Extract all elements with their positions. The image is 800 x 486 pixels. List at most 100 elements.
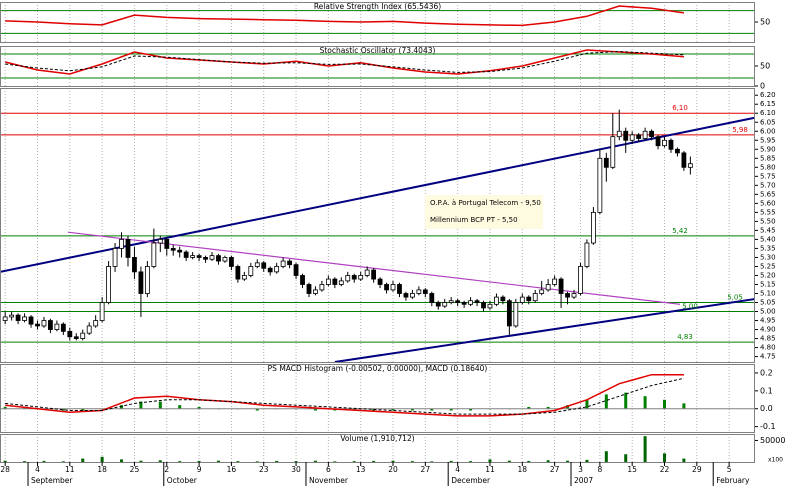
y-tick-label: 4.80 (760, 344, 776, 352)
y-tick-label: 0.2 (760, 368, 773, 377)
x-tick-label: 6 (326, 465, 331, 474)
candle-body (280, 260, 286, 267)
candle-body (649, 130, 654, 138)
candle-body (429, 293, 435, 303)
candle-body (151, 242, 157, 267)
x-tick-label: 16 (227, 465, 237, 474)
candle-body (229, 257, 234, 267)
bar (585, 459, 589, 462)
candle-body (254, 262, 260, 267)
candle-body (235, 266, 241, 280)
bar (158, 460, 162, 462)
candle-body (616, 130, 622, 138)
y-tick-label: 5.95 (760, 136, 776, 144)
candle-body (22, 316, 27, 321)
candle-body (209, 255, 215, 260)
bar (197, 460, 201, 462)
plot-area (0, 2, 755, 42)
candle-body (86, 325, 92, 334)
candle-body (474, 300, 480, 303)
y-tick-label: 5.20 (760, 271, 776, 279)
bar (372, 460, 376, 462)
bar (410, 461, 414, 462)
candle-body (345, 275, 351, 282)
candle-body (54, 323, 60, 330)
bar (566, 460, 570, 462)
candle-body (675, 148, 680, 154)
level-label: 5,00 (682, 303, 698, 311)
y-tick-label: 5.90 (760, 145, 776, 153)
y-tick-label: 5.35 (760, 244, 776, 252)
candle-body (15, 314, 21, 321)
y-tick-label: 5.55 (760, 208, 776, 216)
candle-body (170, 248, 176, 251)
annotation: Millennium BCP PT - 5,50 (430, 216, 518, 224)
x-tick-label: 5 (727, 465, 732, 474)
candle-body (519, 296, 525, 303)
candle-body (293, 264, 299, 276)
candle-body (319, 284, 325, 291)
bar (178, 461, 182, 462)
candle-body (80, 332, 86, 339)
candle-body (325, 278, 331, 285)
bar (139, 460, 143, 462)
y-tick-label: 4.75 (760, 353, 776, 361)
candle-body (500, 296, 506, 302)
y-tick-label: 6.05 (760, 118, 776, 126)
x-tick-label: 13 (356, 465, 366, 474)
candle-body (506, 300, 512, 327)
candle-body (455, 300, 461, 303)
y-tick-label: 5.65 (760, 190, 776, 198)
candle-body (164, 239, 170, 249)
candle-body (28, 316, 34, 325)
series-line (5, 5, 685, 27)
candle-body (390, 284, 396, 291)
x-tick-label: 11 (485, 465, 495, 474)
candle-body (60, 323, 66, 332)
y-tick-label: 6.10 (760, 109, 776, 117)
bar (430, 461, 434, 462)
x-tick-label: 25 (130, 465, 140, 474)
x-tick-label: 4 (455, 465, 460, 474)
candle-body (552, 278, 558, 285)
candle-body (687, 163, 693, 168)
bar (197, 406, 201, 409)
panel-frame (0, 46, 755, 87)
x-tick-label: 11 (65, 465, 75, 474)
candle-body (241, 275, 247, 280)
candle-body (468, 300, 473, 305)
bar (100, 456, 104, 462)
bar (469, 408, 473, 411)
bar (604, 451, 608, 462)
bar (61, 408, 65, 411)
panel-frame (0, 364, 755, 433)
candle-body (267, 267, 273, 273)
bar (236, 461, 240, 462)
candle-body (371, 269, 377, 280)
x-tick-label: 18 (97, 465, 107, 474)
candle-body (494, 296, 499, 305)
candle-body (157, 239, 163, 244)
candle-body (461, 302, 467, 305)
x-tick-label: 28 (0, 465, 10, 474)
bar (507, 460, 511, 462)
candle-body (403, 293, 409, 298)
y-tick-label: 5.05 (760, 299, 776, 307)
candle-body (377, 278, 383, 285)
candle-body (410, 293, 415, 298)
y-tick-label: 0.0 (760, 404, 773, 413)
candle-body (565, 293, 570, 298)
candle-body (571, 293, 577, 298)
level-label: 5,05 (727, 294, 743, 302)
bar (313, 408, 317, 411)
candle-body (590, 211, 596, 244)
candle-body (93, 320, 99, 327)
panel-frame (0, 434, 755, 463)
y-tick-label: 5.40 (760, 235, 776, 243)
panel-frame (0, 88, 755, 363)
candle-body (196, 255, 202, 258)
candle-body (668, 139, 674, 150)
y-tick-label: 5.70 (760, 181, 776, 189)
month-label: 2007 (574, 476, 593, 485)
